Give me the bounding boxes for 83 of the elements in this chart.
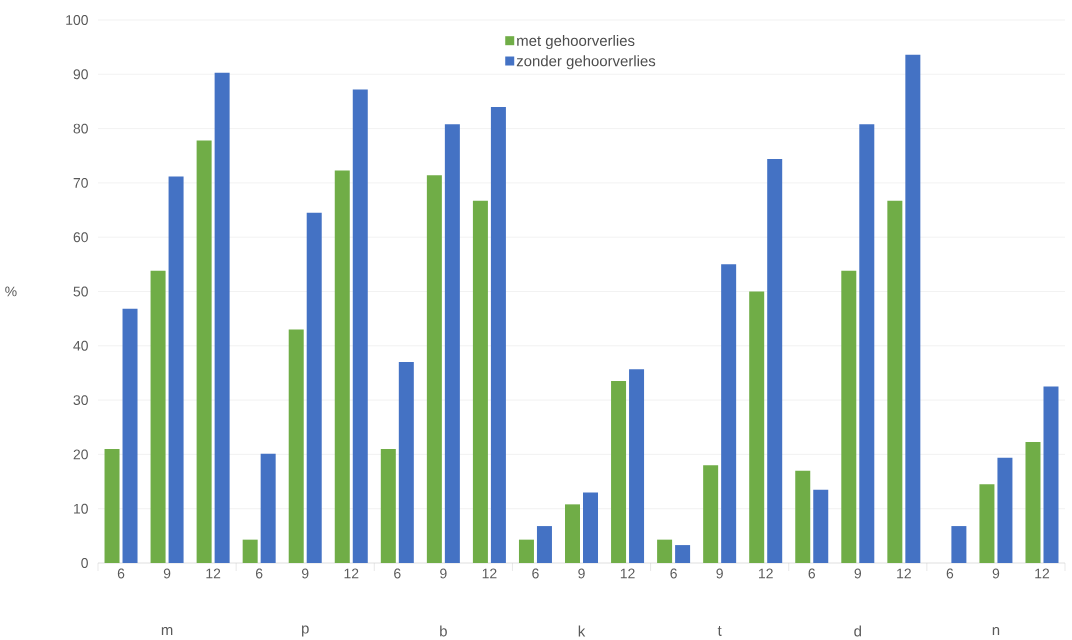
bar [444,124,460,563]
bar [565,504,580,563]
x-tick-label: 9 [163,568,171,579]
y-tick-label: 20 [73,449,88,460]
bar [380,448,396,563]
y-tick-label: 30 [73,395,88,406]
bar [288,329,304,563]
bar [472,200,488,563]
legend-label: met gehoorverlies [517,35,635,49]
text: t [717,626,722,636]
bar [721,264,737,563]
x-tick-label: 12 [344,568,359,579]
bar [306,212,322,563]
bar [657,539,673,563]
bar [104,448,120,563]
bar [518,539,534,563]
bar [629,369,645,563]
bar [813,489,829,563]
y-tick-label: 50 [73,286,88,297]
x-tick-label: 6 [117,568,125,579]
text: b [440,625,447,637]
x-tick-label: 12 [482,568,497,579]
bar [1025,441,1041,563]
bar [583,492,599,563]
text: n [992,626,1000,636]
bar [611,381,627,563]
bar [242,539,258,563]
x-tick-label: 9 [440,568,447,579]
bar [795,470,811,563]
bar [979,484,995,563]
x-tick-label: 9 [578,568,585,579]
x-tick-label: 12 [1035,568,1050,579]
x-tick-label: 6 [946,568,954,579]
bar [214,72,230,563]
y-tick-label: 60 [73,232,88,243]
bar [1043,386,1059,563]
y-tick-label: 90 [73,69,88,80]
bar [905,54,921,563]
x-tick-label: 9 [854,568,862,579]
bar [859,124,875,563]
bar [398,362,414,563]
x-tick-label: 6 [255,568,263,579]
bar [675,545,691,563]
bar [168,176,184,563]
x-tick-label: 12 [206,568,221,579]
bar [951,526,967,563]
text: d [854,625,861,637]
y-tick-label: 80 [73,123,88,134]
bar [426,175,442,563]
x-tick-label: 12 [759,568,773,579]
x-tick-label: 9 [716,568,723,579]
x-tick-label: 6 [532,568,539,579]
bar [841,270,857,563]
legend-label: zonder gehoorverlies [516,55,656,70]
text: m [161,626,173,636]
bar [150,270,166,563]
y-tick-label: 10 [74,503,88,514]
x-tick-label: 12 [620,568,635,579]
bar [122,308,138,563]
bar [196,140,212,563]
bar [352,89,368,563]
bar [749,291,765,563]
y-tick-label: 100 [66,15,88,25]
bar [260,453,276,563]
y-axis-title: % [5,286,17,297]
text: k [578,625,586,637]
x-tick-label: 6 [394,568,401,579]
x-tick-label: 12 [897,568,911,579]
bar [887,200,903,563]
x-tick-label: 9 [992,568,1000,579]
y-tick-label: 70 [73,177,88,188]
bar [703,465,719,563]
x-tick-label: 6 [808,568,816,579]
x-tick-label: 9 [301,568,309,579]
text: p [302,625,309,637]
y-tick-label: 0 [81,558,88,568]
bar [767,159,783,563]
y-tick-label: 40 [73,340,88,351]
bar [490,106,506,563]
bar [334,170,350,563]
bar [997,457,1013,563]
x-tick-label: 6 [670,568,677,579]
bar [536,526,552,563]
